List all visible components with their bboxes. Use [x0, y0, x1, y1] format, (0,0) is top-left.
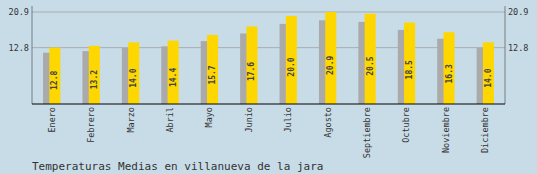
x-tick-label: Julio [283, 107, 293, 133]
y-tick-label: 20.9 [9, 7, 29, 17]
grid-line [32, 47, 505, 48]
bar [246, 27, 257, 104]
x-tick-label: Septiembre [362, 107, 372, 158]
title: Temperaturas Medias en villanueva de la … [32, 160, 323, 173]
y2-tick-label: 20.9 [508, 7, 528, 17]
x-tick-label: Febrero [86, 107, 96, 143]
x-tick-label: Agosto [323, 107, 333, 138]
bar [49, 48, 60, 104]
bar [404, 23, 415, 104]
data-label: 20.5 [366, 56, 375, 75]
x-tick-label: Marzo [126, 107, 136, 133]
x-tick-label: Junio [244, 107, 254, 133]
y-axis-line [32, 6, 33, 104]
data-label: 14.4 [169, 68, 178, 87]
x-tick-label: Octubre [401, 107, 411, 143]
bar [168, 41, 179, 104]
y2-tick-label: 12.8 [508, 43, 528, 53]
bar [483, 42, 494, 104]
bars [43, 12, 494, 104]
data-label: 14.0 [129, 68, 138, 87]
bar [89, 46, 100, 104]
data-label: 12.8 [50, 71, 59, 90]
y2-axis-line [505, 6, 506, 104]
bar [128, 42, 139, 104]
data-label: 16.3 [445, 64, 454, 83]
data-label: 17.6 [247, 62, 256, 81]
bar [286, 16, 297, 104]
bar [365, 14, 376, 104]
data-label: 15.7 [208, 65, 217, 84]
data-label: 18.5 [405, 60, 414, 79]
page: {"chart_data": { "type": "bar", "title":… [0, 0, 537, 174]
x-tick-label: Mayo [204, 107, 214, 127]
bar [444, 32, 455, 104]
bar [207, 35, 218, 104]
data-label: 14.0 [484, 68, 493, 87]
grid-line [32, 11, 505, 12]
data-label: 13.2 [90, 70, 99, 89]
x-tick-label: Abril [165, 107, 175, 133]
data-label: 20.0 [287, 57, 296, 76]
bar [325, 12, 336, 104]
x-axis-line [32, 104, 505, 105]
x-tick-label: Enero [47, 107, 57, 133]
y-tick-label: 12.8 [9, 43, 29, 53]
x-tick-label: Diciembre [480, 107, 490, 153]
chart: 12.8 13.2 14.0 14.4 15.7 17.6 20.0 20.9 20.5 18.5… [0, 0, 537, 174]
data-label: 20.9 [326, 56, 335, 75]
x-tick-label: Noviembre [441, 107, 451, 153]
